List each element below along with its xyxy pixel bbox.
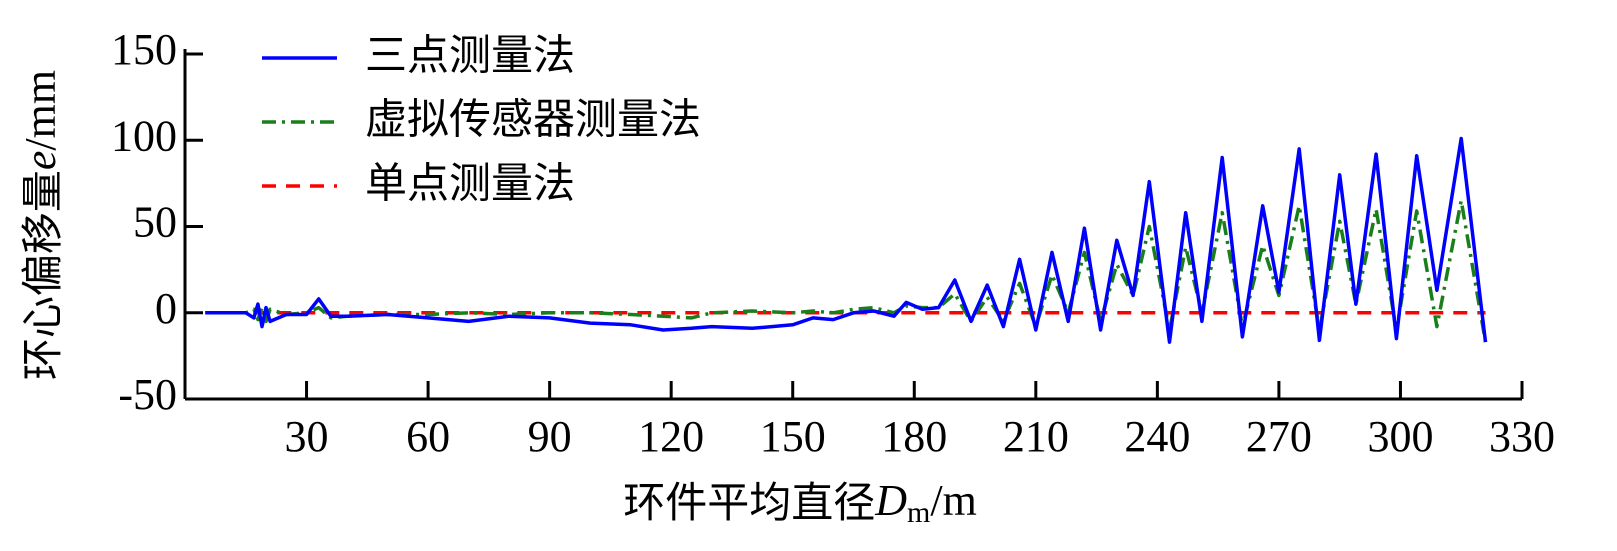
x-tick-label: 240 [1124,412,1190,461]
y-axis-label: 环心偏移量e/mm [16,70,66,380]
x-tick-label: 120 [638,412,704,461]
x-tick-label: 60 [406,412,450,461]
x-tick-label: 270 [1246,412,1312,461]
y-label-text: 环心偏移量 [18,170,67,380]
y-tick-label: 50 [133,198,177,247]
x-tick-label: 210 [1003,412,1069,461]
x-tick-label: 330 [1489,412,1555,461]
legend-label: 单点测量法 [365,159,575,208]
y-label-var: e [16,151,65,171]
series-line [205,198,1488,343]
x-tick-label: 30 [285,412,329,461]
y-tick-label: 150 [111,25,177,74]
y-tick-label: 0 [155,284,177,333]
legend-label: 虚拟传感器测量法 [365,95,701,144]
x-tick-label: 180 [881,412,947,461]
series-line [205,136,1488,344]
x-tick-label: 90 [528,412,572,461]
x-label-var: D [874,476,907,525]
x-tick-label: 300 [1367,412,1433,461]
x-label-sub: m [907,496,930,529]
x-axis-label: 环件平均直径Dm/m [623,476,977,529]
y-tick-label: -50 [118,370,177,419]
x-label-text: 环件平均直径 [623,478,875,527]
y-label-unit: /mm [16,70,65,151]
y-tick-label: 100 [111,111,177,160]
x-tick-label: 150 [760,412,826,461]
legend-label: 三点测量法 [365,31,575,80]
x-label-unit: /m [930,476,976,525]
